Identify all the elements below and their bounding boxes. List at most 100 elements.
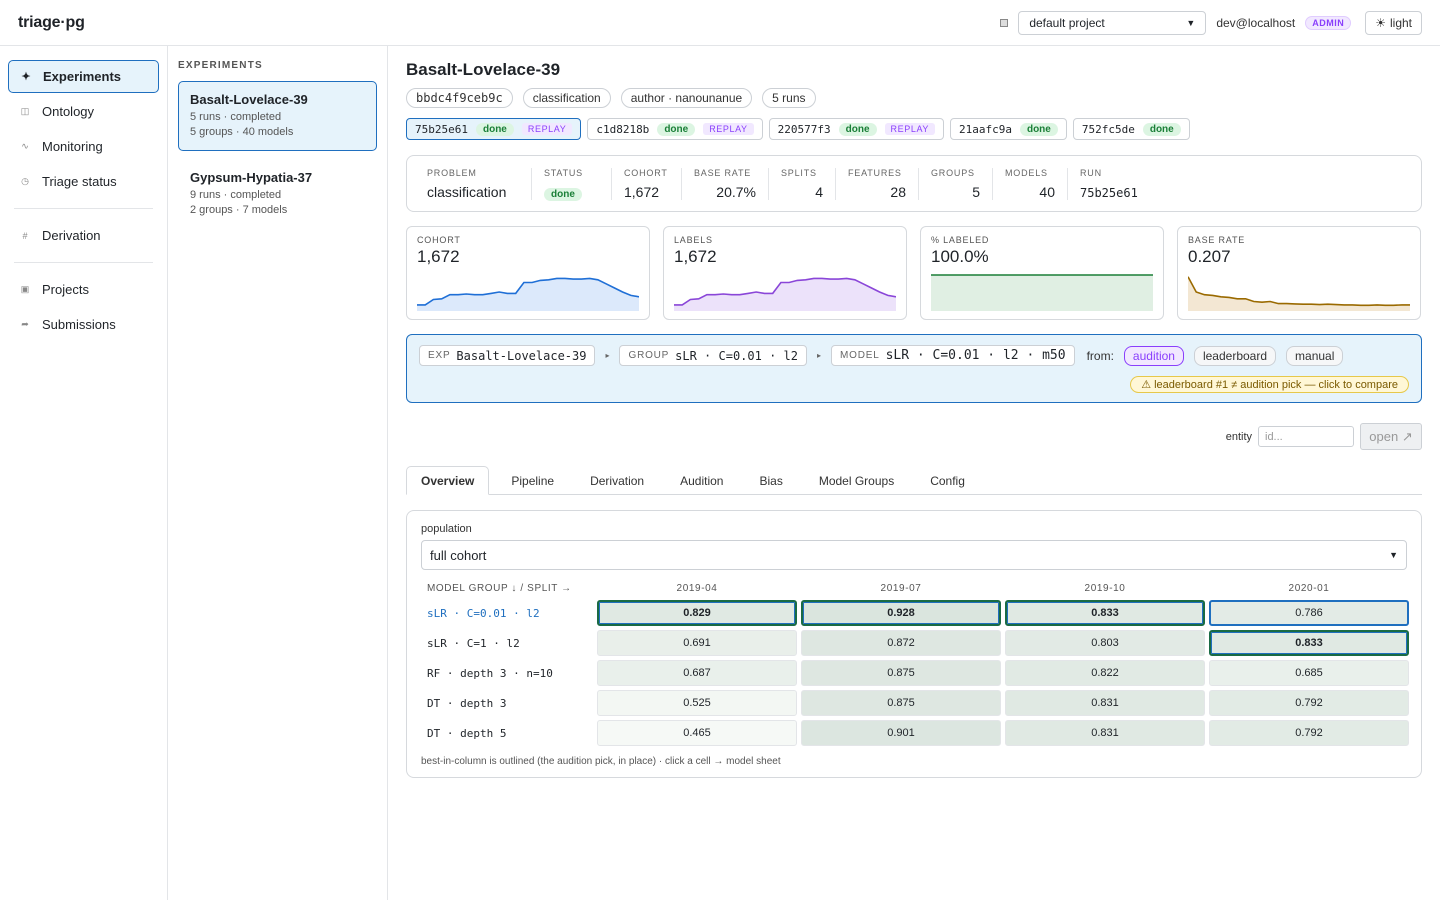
metric-cell[interactable]: 0.901 bbox=[801, 720, 1001, 746]
model-crumb[interactable]: MODEL sLR · C=0.01 · l2 · m50 bbox=[831, 345, 1075, 366]
crumb-key: EXP bbox=[428, 350, 451, 361]
metric-cell[interactable]: 0.831 bbox=[1005, 720, 1205, 746]
metric-cell[interactable]: 0.465 bbox=[597, 720, 797, 746]
sidebar-item-projects[interactable]: ▣ Projects bbox=[8, 273, 159, 306]
model-group-label[interactable]: sLR · C=1 · l2 bbox=[427, 636, 520, 650]
sparkline-value: 0.207 bbox=[1188, 247, 1231, 266]
stat-value: classification bbox=[427, 183, 507, 200]
overview-panel: population full cohort ▼ MODEL GROUP ↓ /… bbox=[406, 510, 1422, 778]
source-manual-button[interactable]: manual bbox=[1286, 345, 1344, 366]
stat-base-rate: BASE RATE 20.7% bbox=[682, 167, 769, 200]
chevron-right-icon: ▸ bbox=[816, 351, 821, 360]
tab-config[interactable]: Config bbox=[930, 473, 965, 488]
experiment-card[interactable]: Basalt-Lovelace-39 5 runs · completed 5 … bbox=[178, 81, 377, 151]
experiment-crumb[interactable]: EXP Basalt-Lovelace-39 bbox=[419, 345, 596, 366]
run-id: c1d8218b bbox=[596, 122, 650, 136]
status-badge: done bbox=[1019, 122, 1058, 136]
sidebar-item-submissions[interactable]: ➦ Submissions bbox=[8, 308, 159, 341]
clock-icon: ◷ bbox=[21, 176, 29, 186]
stat-run: RUN 75b25e61 bbox=[1068, 168, 1158, 200]
sparkline-label: COHORT bbox=[417, 235, 461, 245]
tab-model-groups[interactable]: Model Groups bbox=[818, 473, 895, 488]
metric-cell[interactable]: 0.792 bbox=[1209, 720, 1409, 746]
metric-cell[interactable]: 0.833 bbox=[1005, 600, 1205, 626]
metric-cell[interactable]: 0.831 bbox=[1005, 690, 1205, 716]
split-header: 2020-01 bbox=[1288, 582, 1330, 594]
sidebar-item-experiments[interactable]: ✦ Experiments bbox=[8, 60, 159, 93]
metric-cell[interactable]: 0.525 bbox=[597, 690, 797, 716]
stat-status: STATUS done bbox=[532, 167, 612, 201]
run-chip[interactable]: c1d8218b done REPLAY bbox=[587, 118, 763, 140]
sidebar-item-label: Projects bbox=[42, 282, 89, 297]
sidebar-item-label: Derivation bbox=[42, 228, 101, 243]
chevron-down-icon: ▼ bbox=[1389, 550, 1398, 560]
labels-sparkline-card: LABELS 1,672 bbox=[663, 226, 907, 320]
sidebar-item-monitoring[interactable]: ∿ Monitoring bbox=[8, 130, 159, 163]
sidebar-item-triage-status[interactable]: ◷ Triage status bbox=[8, 165, 159, 198]
model-group-label[interactable]: RF · depth 3 · n=10 bbox=[427, 666, 553, 680]
tab-pipeline[interactable]: Pipeline bbox=[511, 473, 555, 488]
stat-label: MODELS bbox=[1005, 167, 1048, 178]
model-group-label[interactable]: DT · depth 5 bbox=[427, 726, 507, 740]
experiment-card[interactable]: Gypsum-Hypatia-37 9 runs · completed 2 g… bbox=[178, 159, 377, 229]
stat-models: MODELS 40 bbox=[993, 167, 1068, 200]
sidebar-item-label: Submissions bbox=[42, 317, 116, 332]
tab-bias[interactable]: Bias bbox=[759, 473, 783, 488]
metric-cell[interactable]: 0.691 bbox=[597, 630, 797, 656]
sidebar-item-label: Triage status bbox=[42, 174, 117, 189]
metric-cell[interactable]: 0.833 bbox=[1209, 630, 1409, 656]
metric-cell[interactable]: 0.786 bbox=[1209, 600, 1409, 626]
metric-cell[interactable]: 0.803 bbox=[1005, 630, 1205, 656]
population-select[interactable]: full cohort ▼ bbox=[421, 540, 1407, 570]
run-chip[interactable]: 220577f3 done REPLAY bbox=[768, 118, 944, 140]
project-select[interactable]: default project ▼ bbox=[1018, 10, 1207, 35]
open-entity-button[interactable]: open ↗ bbox=[1360, 423, 1422, 450]
split-header: 2019-04 bbox=[676, 582, 718, 594]
metric-cell[interactable]: 0.928 bbox=[801, 600, 1001, 626]
entity-label: entity bbox=[1225, 430, 1252, 443]
metric-cell[interactable]: 0.685 bbox=[1209, 660, 1409, 686]
sparkline-label: BASE RATE bbox=[1188, 235, 1246, 245]
metric-cell[interactable]: 0.875 bbox=[801, 690, 1001, 716]
tab-overview[interactable]: Overview bbox=[406, 466, 490, 495]
status-badge: done bbox=[475, 122, 514, 136]
grid-corner-header: MODEL GROUP ↓ / SPLIT → bbox=[427, 582, 572, 594]
stat-value: 28 bbox=[890, 183, 906, 200]
metric-cell[interactable]: 0.872 bbox=[801, 630, 1001, 656]
labels-sparkline bbox=[674, 277, 896, 311]
app-logo[interactable]: triage·pg bbox=[18, 13, 85, 31]
sparkline-value: 100.0% bbox=[931, 247, 989, 266]
sparkle-icon: ✦ bbox=[21, 71, 31, 83]
role-badge: ADMIN bbox=[1305, 15, 1352, 30]
metric-cell[interactable]: 0.829 bbox=[597, 600, 797, 626]
metric-cell[interactable]: 0.822 bbox=[1005, 660, 1205, 686]
replay-badge[interactable]: REPLAY bbox=[521, 123, 573, 135]
source-audition-button[interactable]: audition bbox=[1123, 345, 1184, 366]
sparkline-line bbox=[417, 277, 639, 306]
group-crumb[interactable]: GROUP sLR · C=0.01 · l2 bbox=[619, 345, 807, 366]
sidebar-item-ontology[interactable]: ◫ Ontology bbox=[8, 95, 159, 128]
stat-problem: PROBLEM classification bbox=[415, 167, 532, 200]
sidebar-item-derivation[interactable]: # Derivation bbox=[8, 219, 159, 252]
run-chip[interactable]: 752fc5de done bbox=[1072, 118, 1190, 140]
stat-label: BASE RATE bbox=[694, 167, 752, 178]
compare-warning[interactable]: ⚠ leaderboard #1 ≠ audition pick — click… bbox=[1130, 376, 1409, 393]
main-content: Basalt-Lovelace-39 bbdc4f9ceb9c classifi… bbox=[388, 46, 1440, 900]
model-group-label[interactable]: sLR · C=0.01 · l2 bbox=[427, 606, 540, 620]
theme-toggle-button[interactable]: ☀ light bbox=[1365, 10, 1422, 35]
tab-derivation[interactable]: Derivation bbox=[590, 473, 645, 488]
run-chip[interactable]: 21aafc9a done bbox=[949, 118, 1067, 140]
entity-input[interactable]: id... bbox=[1258, 426, 1354, 447]
ontology-icon: ◫ bbox=[20, 106, 30, 116]
tab-audition[interactable]: Audition bbox=[680, 473, 724, 488]
metric-cell[interactable]: 0.875 bbox=[801, 660, 1001, 686]
theme-toggle-label: light bbox=[1389, 15, 1412, 30]
stat-value: 5 bbox=[972, 183, 980, 200]
metric-cell[interactable]: 0.687 bbox=[597, 660, 797, 686]
model-group-label[interactable]: DT · depth 3 bbox=[427, 696, 507, 710]
replay-badge[interactable]: REPLAY bbox=[884, 123, 935, 135]
metric-cell[interactable]: 0.792 bbox=[1209, 690, 1409, 716]
source-leaderboard-button[interactable]: leaderboard bbox=[1193, 345, 1277, 366]
run-chip[interactable]: 75b25e61 done REPLAY bbox=[406, 118, 582, 140]
replay-badge[interactable]: REPLAY bbox=[703, 123, 754, 135]
